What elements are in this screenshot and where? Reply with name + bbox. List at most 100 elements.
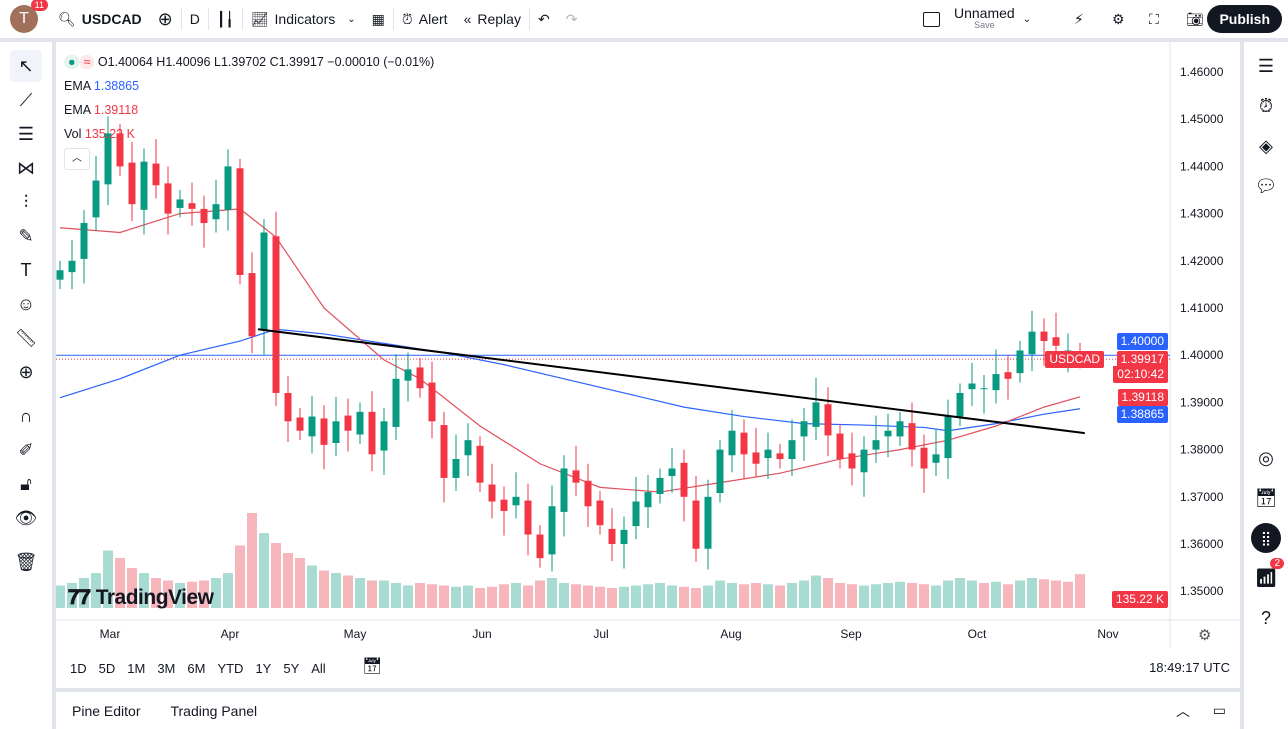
volume-bar <box>583 585 593 608</box>
candle-body <box>356 411 364 435</box>
range-1m[interactable]: 1M <box>127 660 146 676</box>
visibility-tool[interactable]: 👁︎ <box>10 502 42 534</box>
range-1y[interactable]: 1Y <box>255 660 272 676</box>
quick-search-button[interactable]: ⚡︎ <box>1066 0 1092 38</box>
lock-tool[interactable]: 🔓︎ <box>10 468 42 500</box>
candle-body <box>740 432 748 455</box>
alarm-icon: ⏰︎ <box>401 10 413 27</box>
eye-icon: 👁︎ <box>14 507 38 528</box>
calendar-button[interactable]: 📅︎ <box>1250 482 1282 514</box>
volume-bar <box>355 578 365 608</box>
candle-body <box>212 204 220 220</box>
emoji-tool[interactable]: ☺ <box>10 288 42 320</box>
collapse-panel-icon[interactable]: ︿ <box>1176 702 1190 719</box>
chat-button[interactable]: 💬︎ <box>1250 170 1282 202</box>
undo-button[interactable]: ↶ <box>530 0 558 38</box>
chart-type-button[interactable]: ┃╽ <box>209 0 242 38</box>
range-5y[interactable]: 5Y <box>283 660 300 676</box>
range-1d[interactable]: 1D <box>70 660 87 676</box>
month-tick: Apr <box>221 627 240 641</box>
trendline-tool[interactable]: ⟋ <box>10 84 42 116</box>
brush-tool[interactable]: ✎ <box>10 220 42 252</box>
snapshot-button[interactable]: 📷︎ <box>1178 0 1212 38</box>
candle-body <box>692 500 700 549</box>
volume-bar <box>1075 574 1085 608</box>
volume-bar <box>871 584 881 608</box>
range-all[interactable]: All <box>311 660 326 676</box>
candle-body <box>308 416 316 437</box>
candle-body <box>932 454 940 463</box>
measure-tool[interactable]: 📏︎ <box>10 322 42 354</box>
magnet-tool[interactable]: ∩ <box>10 400 42 432</box>
help-button[interactable]: ? <box>1250 602 1282 634</box>
lock-drawing-tool[interactable]: ✐ <box>10 434 42 466</box>
settings-button[interactable]: ⚙︎ <box>1104 0 1133 38</box>
zoom-tool[interactable]: ⊕ <box>10 356 42 388</box>
publish-button[interactable]: Publish <box>1207 5 1282 33</box>
apps-button[interactable]: ⣿ <box>1250 522 1282 554</box>
volume-bar <box>775 585 785 608</box>
ideas-button[interactable]: ◎ <box>1250 442 1282 474</box>
volume-bar <box>271 543 281 608</box>
collapse-legend-button[interactable]: ︿ <box>64 148 90 170</box>
fullscreen-icon: ⛶ <box>1149 10 1159 27</box>
candle-body <box>56 270 64 280</box>
forecast-tool[interactable]: ⫶ <box>10 186 42 218</box>
avatar[interactable]: T 11 <box>10 0 48 33</box>
month-tick: Aug <box>720 627 741 641</box>
indicators-button[interactable]: 📈︎ Indicators ⌄ <box>250 10 356 28</box>
layouts-button[interactable]: ▦ <box>364 0 393 38</box>
volume-bar <box>703 585 713 608</box>
symbol-search[interactable]: 🔍︎ USDCAD <box>58 10 142 28</box>
candle-body <box>260 232 268 331</box>
candle-body <box>464 440 472 456</box>
ema-fast-legend[interactable]: EMA 1.39118 <box>64 103 139 117</box>
volume-bar <box>751 583 761 608</box>
price-chart[interactable]: 1.46000 1.45000 1.44000 1.43000 1.42000 1.410… <box>56 42 1240 648</box>
volume-bar <box>379 580 389 608</box>
object-tree-button[interactable]: ◈ <box>1250 130 1282 162</box>
volume-bar <box>859 585 869 608</box>
range-5d[interactable]: 5D <box>98 660 116 676</box>
price-tick: 1.43000 <box>1180 207 1224 221</box>
trading-panel-tab[interactable]: Trading Panel <box>170 702 258 719</box>
clock[interactable]: 18:49:17 UTC <box>1149 660 1230 675</box>
compare-button[interactable]: ⊕ <box>150 0 181 38</box>
volume-bar <box>631 585 641 608</box>
axis-settings-icon[interactable]: ⚙︎ <box>1198 627 1212 644</box>
candle-body <box>668 468 676 477</box>
alerts-button[interactable]: ⏰︎ <box>1250 90 1282 122</box>
volume-bar <box>199 580 209 608</box>
news-button[interactable]: 📶︎ 2 <box>1250 558 1284 594</box>
fullscreen-button[interactable]: ⛶ <box>1141 0 1167 38</box>
candle-body <box>680 462 688 497</box>
redo-button[interactable]: ↷ <box>558 0 586 38</box>
volume-bar <box>283 553 293 608</box>
maximize-panel-icon[interactable]: ▭ <box>1212 702 1226 718</box>
range-ytd[interactable]: YTD <box>217 660 244 676</box>
replay-button[interactable]: «Replay <box>463 11 521 27</box>
range-6m[interactable]: 6M <box>187 660 206 676</box>
ema-slow-legend[interactable]: EMA 1.38865 <box>64 79 140 93</box>
delete-tool[interactable]: 🗑︎ <box>10 546 42 578</box>
chart-pane[interactable]: 1.46000 1.45000 1.44000 1.43000 1.42000 1.410… <box>56 42 1240 688</box>
volume-price-label: 135.22 K <box>1111 591 1168 608</box>
calendar-range-icon[interactable]: 📅︎ <box>362 658 383 675</box>
volume-bar <box>559 583 569 608</box>
text-tool[interactable]: T <box>10 254 42 286</box>
volume-legend[interactable]: Vol 135.22 K <box>64 127 135 141</box>
layout-menu[interactable]: Unnamed Save ⌄ <box>915 0 1039 38</box>
interval-button[interactable]: D <box>189 11 200 27</box>
volume-bar <box>1027 578 1037 608</box>
alert-button[interactable]: ⏰︎ Alert <box>401 10 448 28</box>
pattern-tool[interactable]: ⋈ <box>10 152 42 184</box>
range-3m[interactable]: 3M <box>157 660 176 676</box>
fib-tool[interactable]: ☰ <box>10 118 42 150</box>
lock-icon: 🔓︎ <box>20 473 32 494</box>
volume-bar <box>307 565 317 608</box>
pine-editor-tab[interactable]: Pine Editor <box>72 702 141 719</box>
volume-bar <box>943 580 953 608</box>
cursor-tool[interactable]: ↖ <box>10 50 42 82</box>
watchlist-button[interactable]: ☰ <box>1250 50 1282 82</box>
candle-body <box>776 453 784 460</box>
